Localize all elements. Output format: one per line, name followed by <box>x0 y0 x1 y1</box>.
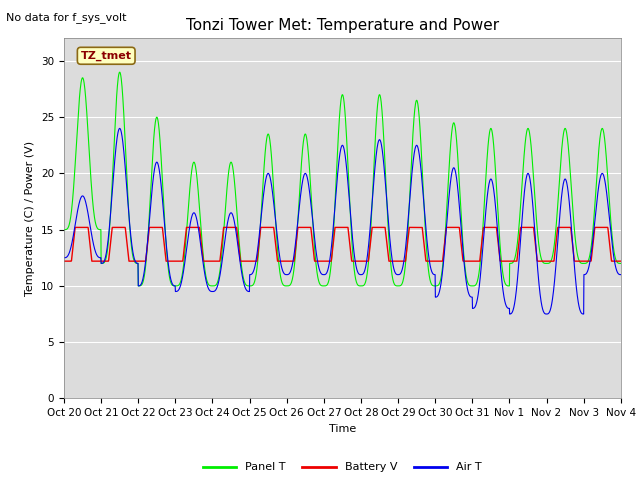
Air T <box>617 272 625 277</box>
Air T <box>60 255 68 261</box>
Battery V <box>72 225 79 230</box>
Air T <box>116 126 124 132</box>
Air T <box>580 311 588 317</box>
Battery V <box>584 258 591 264</box>
Line: Air T: Air T <box>64 129 621 314</box>
Battery V <box>617 258 625 264</box>
Text: No data for f_sys_volt: No data for f_sys_volt <box>6 12 127 23</box>
Panel T <box>134 283 142 289</box>
Battery V <box>60 258 68 264</box>
Air T <box>568 230 575 236</box>
Air T <box>371 167 379 172</box>
Panel T <box>371 141 379 147</box>
Panel T <box>60 227 68 232</box>
X-axis label: Time: Time <box>329 424 356 433</box>
Title: Tonzi Tower Met: Temperature and Power: Tonzi Tower Met: Temperature and Power <box>186 18 499 33</box>
Panel T <box>359 283 367 288</box>
Battery V <box>216 258 223 264</box>
Air T <box>359 271 367 277</box>
Panel T <box>505 283 513 289</box>
Panel T <box>568 196 576 202</box>
Panel T <box>584 259 591 265</box>
Battery V <box>371 225 379 230</box>
Battery V <box>504 258 512 264</box>
Line: Panel T: Panel T <box>64 72 621 286</box>
Y-axis label: Temperature (C) / Power (V): Temperature (C) / Power (V) <box>26 141 35 296</box>
Panel T <box>216 269 223 275</box>
Air T <box>584 268 591 274</box>
Line: Battery V: Battery V <box>64 228 621 261</box>
Air T <box>504 305 512 311</box>
Panel T <box>617 261 625 266</box>
Air T <box>216 275 223 280</box>
Battery V <box>568 235 575 240</box>
Battery V <box>359 258 367 264</box>
Legend: Panel T, Battery V, Air T: Panel T, Battery V, Air T <box>198 458 486 477</box>
Panel T <box>116 69 124 75</box>
Text: TZ_tmet: TZ_tmet <box>81 51 132 61</box>
